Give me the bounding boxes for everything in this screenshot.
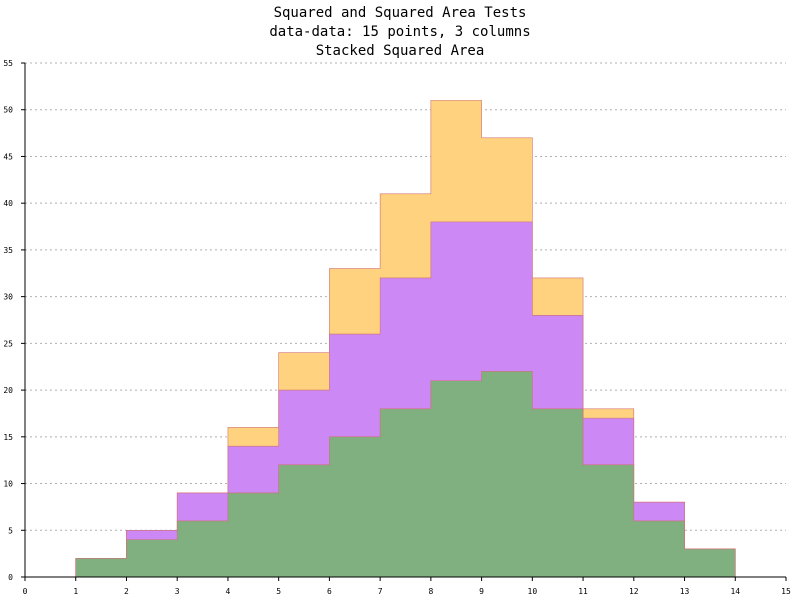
- x-tick-label: 7: [378, 587, 383, 596]
- x-tick-label: 0: [23, 587, 28, 596]
- y-tick-label: 10: [3, 480, 13, 489]
- y-tick-label: 40: [3, 199, 13, 208]
- y-tick-label: 30: [3, 293, 13, 302]
- stacked-areas: [75, 100, 786, 578]
- x-tick-label: 13: [680, 587, 690, 596]
- series-area-1: [75, 371, 786, 578]
- y-tick-label: 55: [3, 59, 13, 68]
- x-tick-label: 11: [578, 587, 588, 596]
- chart-title: Squared and Squared Area Tests: [273, 5, 527, 21]
- x-tick-label: 2: [124, 587, 129, 596]
- x-tick-label: 9: [479, 587, 484, 596]
- x-tick-label: 10: [528, 587, 538, 596]
- x-tick-label: 6: [327, 587, 332, 596]
- x-tick-label: 14: [730, 587, 740, 596]
- x-tick-label: 1: [73, 587, 78, 596]
- x-tick-label: 15: [781, 587, 791, 596]
- x-tick-label: 8: [428, 587, 433, 596]
- y-tick-label: 45: [3, 152, 13, 161]
- chart-subtitle-2: Stacked Squared Area: [315, 43, 485, 59]
- y-tick-label: 0: [8, 573, 13, 582]
- chart-titles: Squared and Squared Area Tests data-data…: [0, 4, 800, 61]
- y-tick-label: 25: [3, 339, 13, 348]
- x-tick-label: 12: [629, 587, 639, 596]
- y-tick-label: 50: [3, 106, 13, 115]
- chart-subtitle: data-data: 15 points, 3 columns: [269, 24, 531, 40]
- y-tick-label: 35: [3, 246, 13, 255]
- axes: [24, 63, 786, 578]
- x-tick-label: 5: [276, 587, 281, 596]
- x-tick-label: 3: [175, 587, 180, 596]
- y-tick-label: 15: [3, 433, 13, 442]
- x-tick-label: 4: [226, 587, 231, 596]
- y-tick-label: 5: [8, 526, 13, 535]
- y-tick-label: 20: [3, 386, 13, 395]
